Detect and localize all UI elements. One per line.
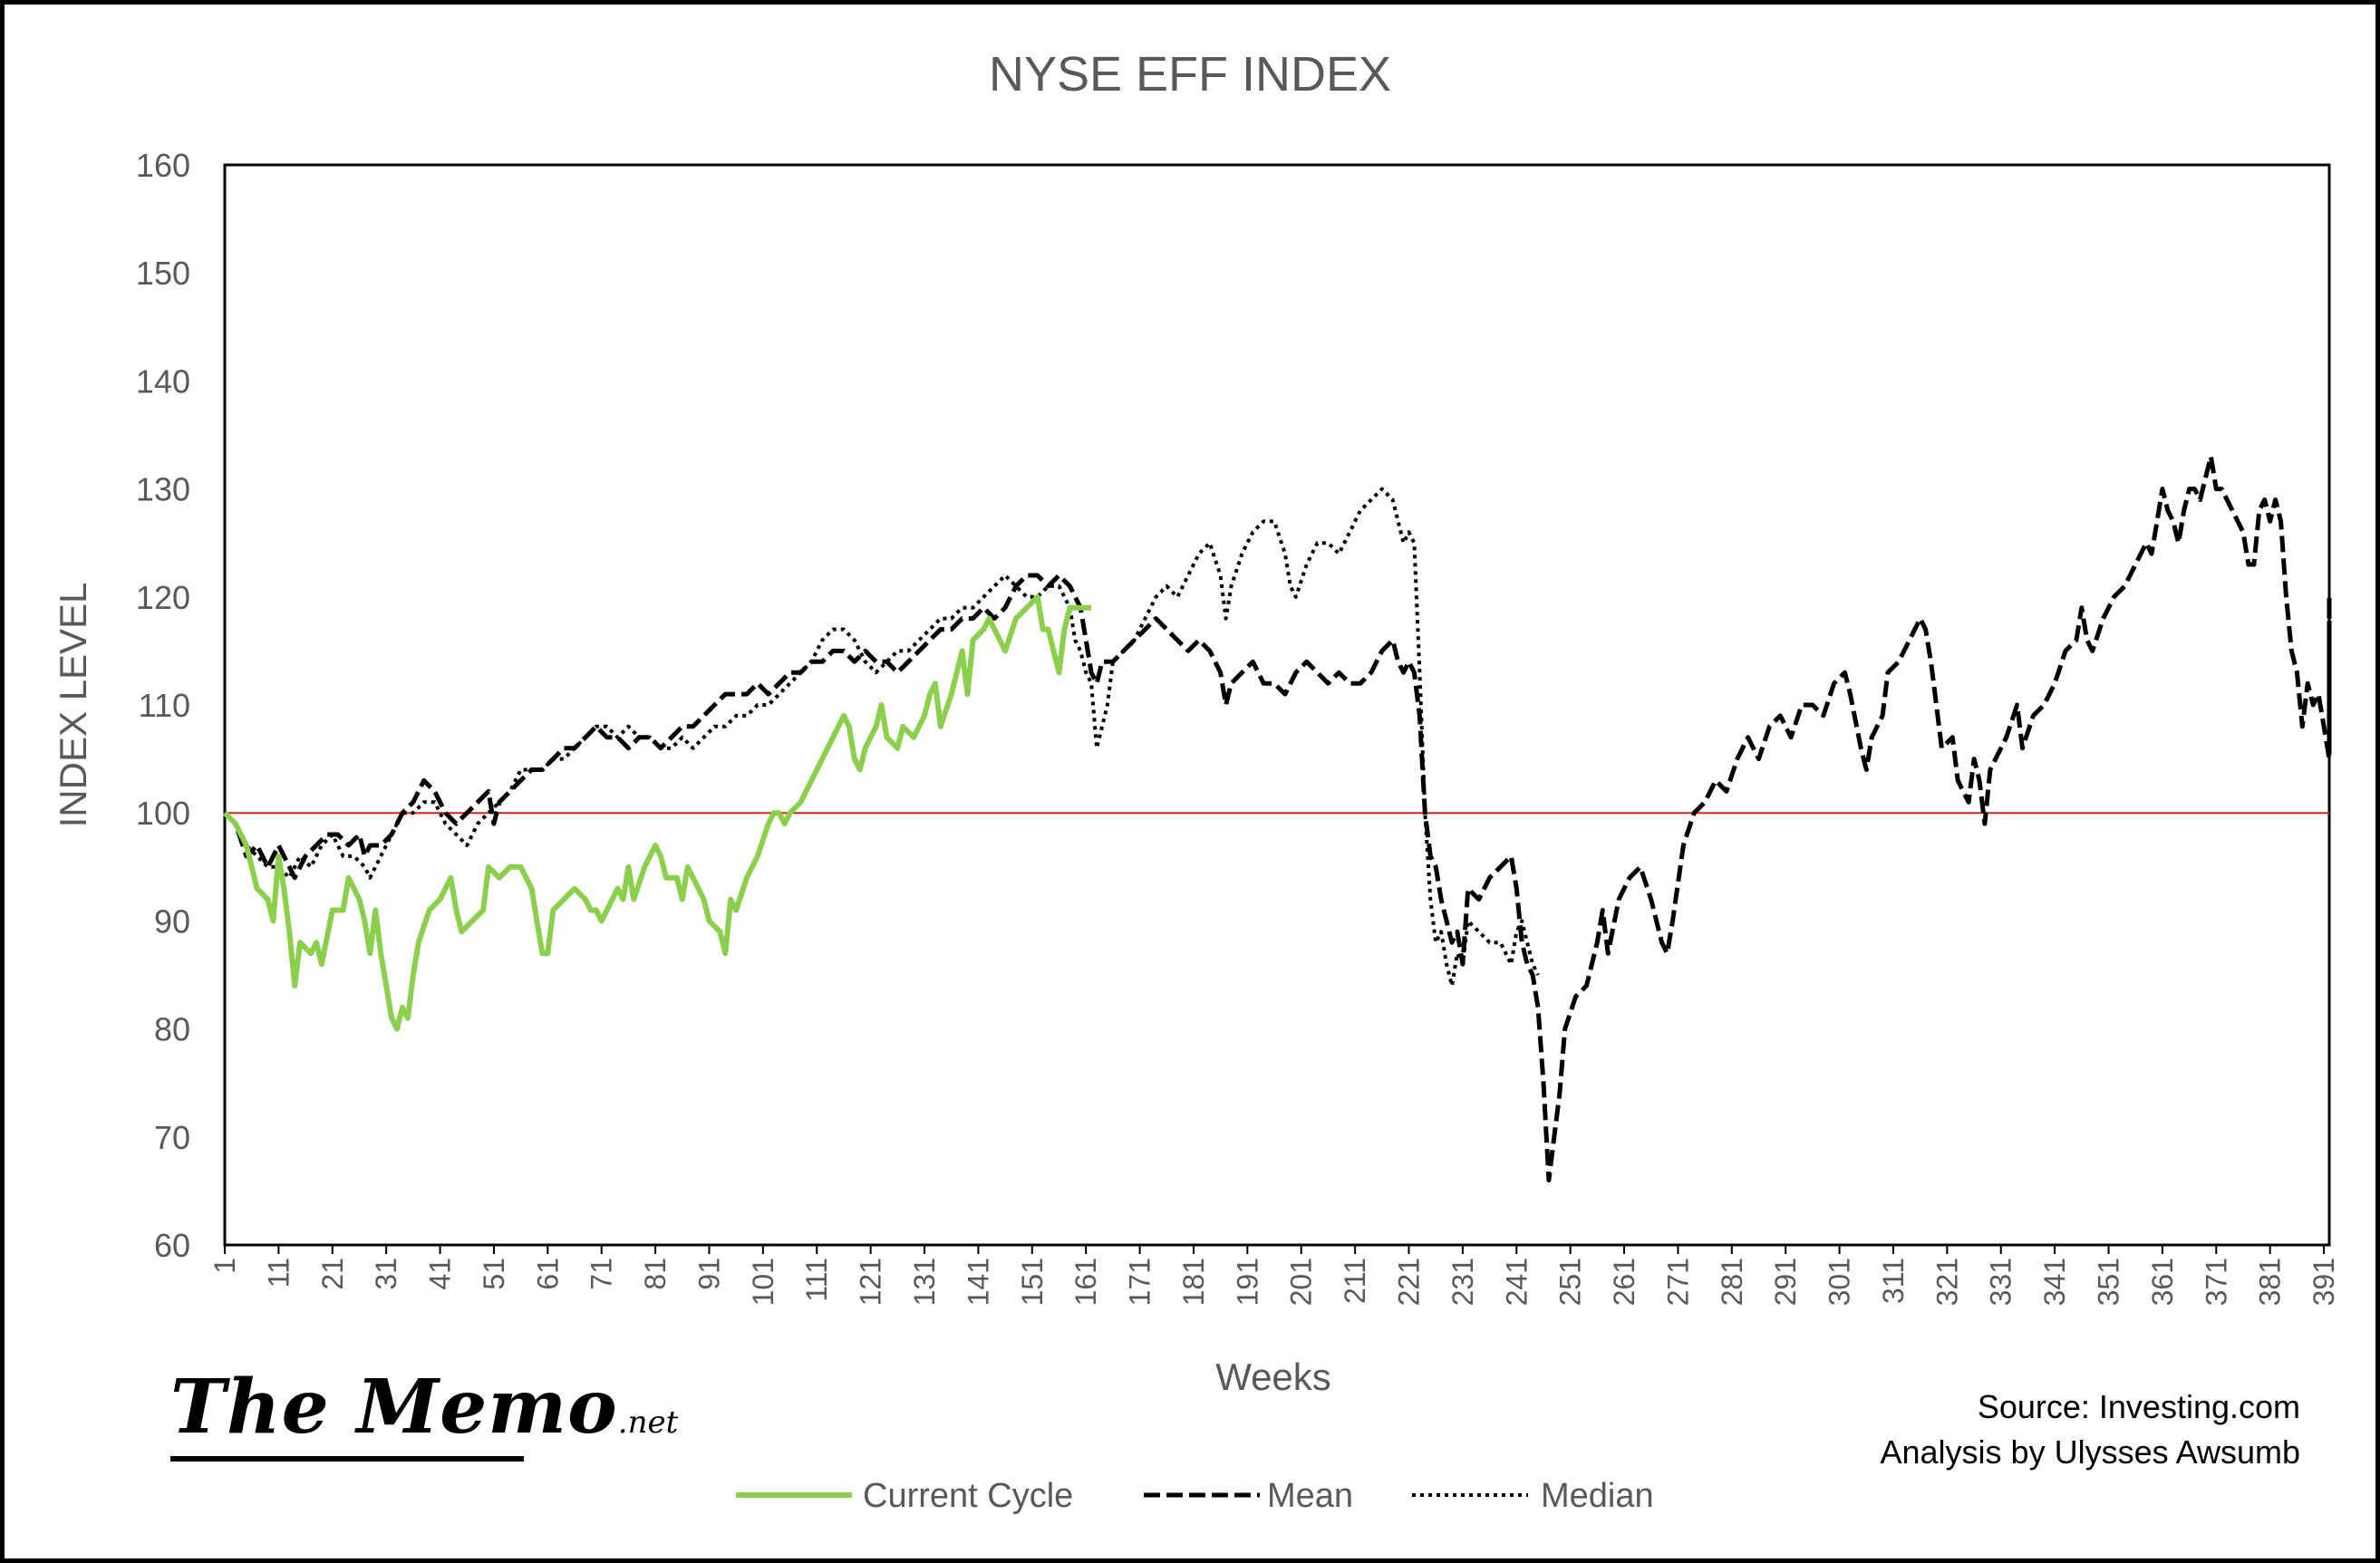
x-tick-label: 241 — [1500, 1258, 1533, 1306]
x-tick-label: 161 — [1069, 1258, 1102, 1306]
brand-suffix: .net — [617, 1404, 679, 1441]
y-tick-label: 80 — [154, 1011, 190, 1048]
y-tick-label: 90 — [154, 902, 190, 940]
source-text: Source: Investing.com — [1977, 1388, 2300, 1425]
x-tick-label: 51 — [478, 1258, 510, 1290]
x-tick-label: 61 — [531, 1258, 564, 1290]
legend-label: Median — [1541, 1477, 1654, 1515]
x-tick-label: 271 — [1661, 1258, 1694, 1306]
x-tick-label: 121 — [855, 1258, 887, 1306]
y-axis-label: INDEX LEVEL — [52, 583, 94, 828]
y-tick-label: 130 — [136, 471, 190, 508]
y-tick-label: 140 — [136, 362, 190, 400]
x-tick-label: 221 — [1392, 1258, 1425, 1306]
x-tick-label: 171 — [1124, 1258, 1156, 1306]
y-tick-label: 150 — [136, 255, 190, 292]
x-tick-label: 101 — [747, 1258, 779, 1306]
x-tick-label: 151 — [1016, 1258, 1049, 1306]
x-tick-label: 131 — [908, 1258, 941, 1306]
x-tick-label: 21 — [316, 1258, 349, 1290]
x-tick-label: 291 — [1769, 1258, 1802, 1306]
legend: Current Cycle Mean Median — [736, 1477, 1654, 1515]
y-tick-label: 110 — [139, 687, 190, 724]
x-tick-label: 41 — [424, 1258, 457, 1290]
x-tick-label: 191 — [1231, 1258, 1263, 1306]
legend-label: Current Cycle — [863, 1477, 1073, 1515]
x-tick-label: 301 — [1824, 1258, 1856, 1306]
x-tick-label: 1 — [208, 1258, 241, 1274]
x-tick-label: 181 — [1177, 1258, 1210, 1306]
x-tick-label: 91 — [692, 1258, 725, 1290]
x-axis-label: Weeks — [1215, 1356, 1331, 1398]
brand-logo: The Memo.net — [170, 1364, 679, 1462]
y-tick-label: 160 — [136, 147, 190, 184]
y-axis-ticks: 60 70 80 90 100 110 120 130 140 150 160 — [136, 147, 190, 1264]
x-tick-label: 351 — [2093, 1258, 2125, 1306]
x-tick-label: 141 — [962, 1258, 994, 1306]
x-tick-label: 211 — [1339, 1258, 1371, 1304]
x-tick-label: 311 — [1877, 1258, 1910, 1304]
x-tick-label: 231 — [1446, 1258, 1479, 1306]
x-tick-label: 111 — [800, 1258, 833, 1302]
brand-name: The Memo — [170, 1364, 618, 1451]
x-tick-label: 391 — [2307, 1258, 2340, 1306]
x-tick-label: 381 — [2254, 1258, 2287, 1306]
plot-area — [223, 163, 2331, 1247]
x-tick-label: 361 — [2146, 1258, 2179, 1306]
x-tick-label: 201 — [1285, 1258, 1318, 1306]
x-tick-label: 281 — [1716, 1258, 1748, 1306]
x-tick-label: 371 — [2200, 1258, 2232, 1306]
y-tick-label: 60 — [154, 1227, 190, 1264]
x-tick-label: 321 — [1930, 1258, 1963, 1306]
x-tick-label: 31 — [370, 1258, 402, 1290]
x-tick-label: 11 — [262, 1258, 295, 1288]
brand-underline — [170, 1456, 524, 1462]
y-tick-label: 70 — [154, 1119, 190, 1156]
x-tick-label: 331 — [1985, 1258, 2017, 1306]
y-tick-label: 100 — [136, 795, 190, 832]
x-tick-label: 341 — [2038, 1258, 2071, 1306]
y-tick-label: 120 — [136, 579, 190, 616]
series-line-current-cycle — [222, 593, 1092, 1032]
chart-title: NYSE EFF INDEX — [989, 47, 1391, 101]
x-tick-label: 251 — [1554, 1258, 1587, 1306]
legend-label: Mean — [1267, 1477, 1353, 1515]
series-layer — [222, 454, 2332, 1182]
series-line-mean — [223, 454, 2332, 1182]
x-tick-label: 81 — [639, 1258, 672, 1290]
series-line-median — [223, 487, 1540, 988]
x-tick-label: 261 — [1608, 1258, 1640, 1306]
x-tick-label: 71 — [585, 1258, 618, 1290]
attribution: Source: Investing.com Analysis by Ulysse… — [1881, 1385, 2301, 1475]
analysis-credit: Analysis by Ulysses Awsumb — [1880, 1433, 2301, 1471]
x-axis-ticks: 1 11 21 31 41 51 61 71 81 91 101 111 121 131 141 151 161… — [208, 1245, 2340, 1306]
